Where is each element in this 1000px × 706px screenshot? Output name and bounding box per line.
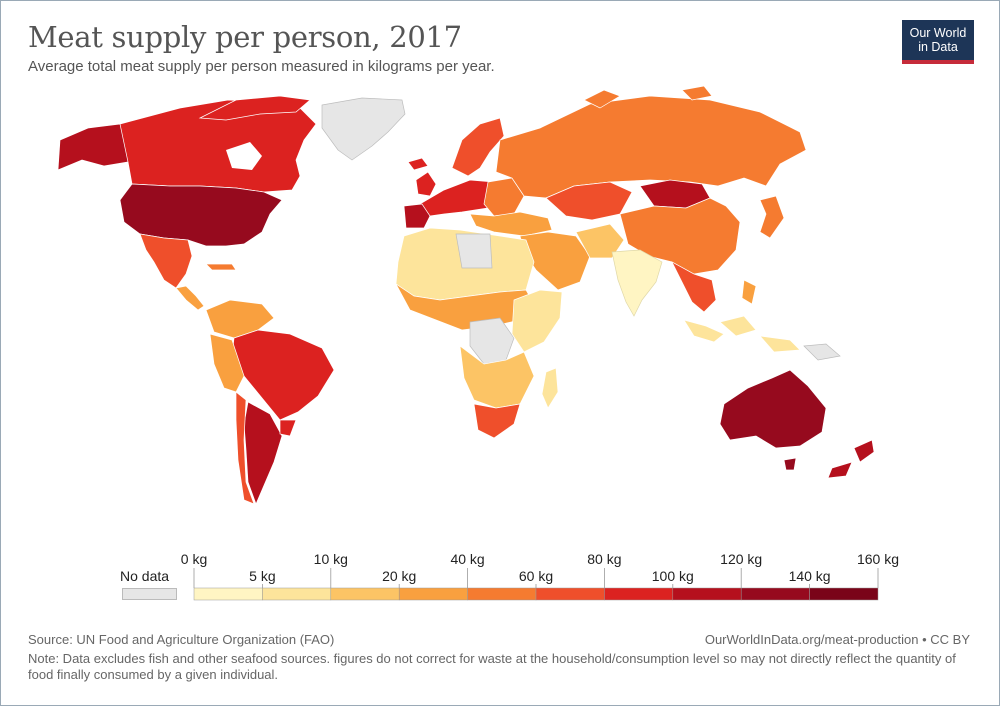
region-madagascar[interactable] [541,367,559,409]
region-colombia-venezuela[interactable] [205,299,275,339]
legend-no-data-swatch [122,588,177,600]
hudson-bay [226,142,262,170]
region-kazakhstan[interactable] [545,181,633,221]
logo-line-1: Our World [909,26,967,40]
owid-logo[interactable]: Our World in Data [902,20,974,64]
chart-title: Meat supply per person, 2017 [28,20,462,54]
region-libya[interactable] [455,233,493,269]
source-url[interactable]: OurWorldInData.org/meat-production • CC … [704,632,970,647]
region-iran-afghan[interactable] [575,223,625,259]
region-canada-islands [198,95,311,121]
region-russia[interactable] [495,95,807,199]
legend-no-data-label: No data [120,568,170,584]
region-southern-africa[interactable] [459,345,535,409]
region-argentina[interactable] [243,401,283,505]
region-scandinavia[interactable] [451,117,505,177]
region-greenland[interactable] [321,97,406,161]
region-chile[interactable] [235,391,255,505]
region-alaska[interactable] [57,123,131,171]
region-india[interactable] [611,249,663,317]
source-text: Source: UN Food and Agriculture Organiza… [28,632,335,647]
region-central-africa[interactable] [469,317,515,365]
region-new-zealand[interactable] [827,439,875,479]
region-korea-japan[interactable] [759,195,785,239]
chart-subtitle: Average total meat supply per person mea… [28,58,495,75]
region-south-africa[interactable] [473,403,521,439]
logo-line-2: in Data [918,40,958,54]
region-russia-islands [583,85,713,109]
region-central-america[interactable] [175,285,205,311]
region-east-africa[interactable] [511,289,563,353]
region-australia[interactable] [719,369,827,449]
region-mexico[interactable] [139,233,193,289]
region-philippines[interactable] [741,279,757,305]
region-southeast-asia[interactable] [671,261,717,313]
region-uk-ireland[interactable] [415,171,437,197]
region-indonesia[interactable] [683,315,801,353]
region-iceland[interactable] [407,157,429,171]
region-tasmania[interactable] [783,457,797,471]
region-png[interactable] [803,343,841,361]
region-caribbean[interactable] [205,263,237,271]
region-usa[interactable] [119,183,283,247]
region-uruguay[interactable] [279,419,297,437]
footnote: Note: Data excludes fish and other seafo… [28,651,956,682]
region-balkans-turkey[interactable] [469,211,553,237]
region-iberia[interactable] [403,203,431,229]
